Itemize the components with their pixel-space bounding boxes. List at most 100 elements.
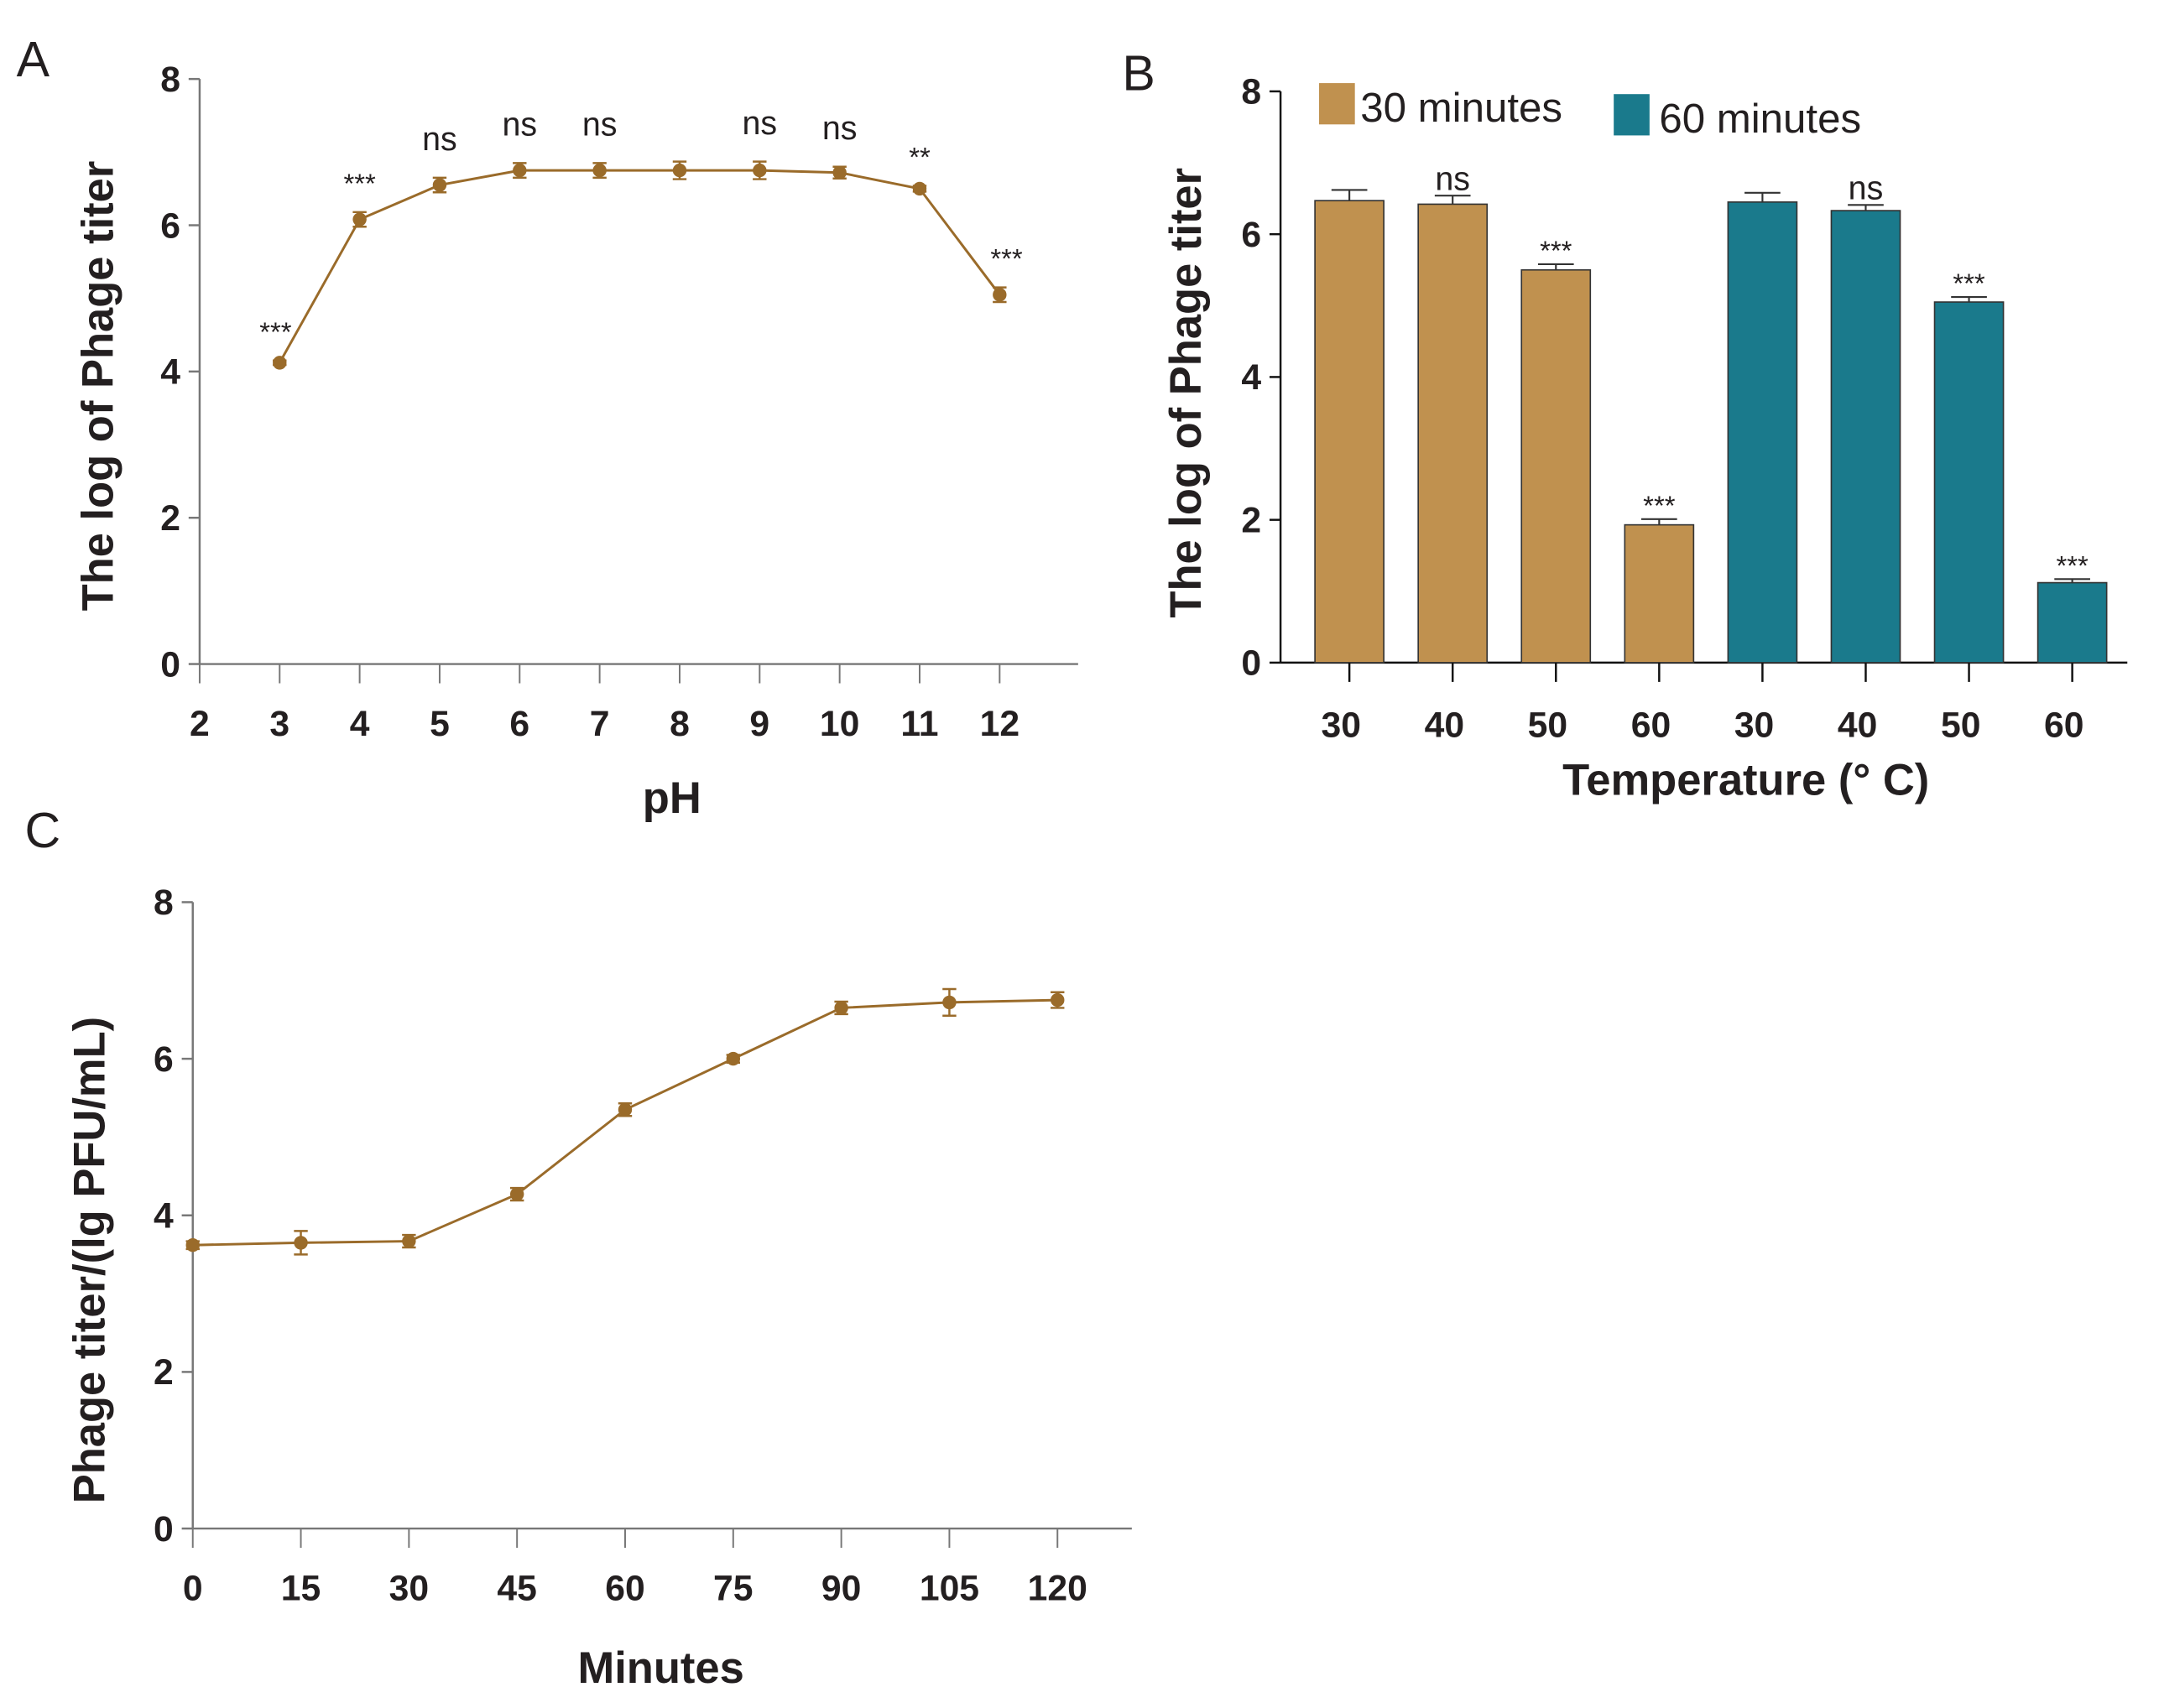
x-tick-label: 0 [183, 1568, 203, 1608]
panel-b-temperature-stability: B 0 2 4 6 8 30 ns 40 *** 50 *** 60 30 ns 40 *** 50 *** 60 T… [1122, 45, 2128, 805]
data-point [726, 1051, 741, 1066]
x-tick-label: 60 [605, 1568, 644, 1608]
y-axis-title: The log of Phage titer [1161, 168, 1211, 618]
x-tick-label: 15 [281, 1568, 321, 1608]
x-tick-label: 5 [430, 704, 450, 744]
bar [1314, 200, 1385, 664]
x-tick-label: 7 [590, 704, 610, 744]
significance-label: ns [582, 107, 618, 143]
panel-c-adsorption-curve: C 0 2 4 6 8 0 15 30 45 60 75 90 105 120 Minutes Phage t… [25, 803, 1132, 1693]
data-point [834, 1001, 848, 1015]
x-tick-label: 4 [350, 704, 370, 744]
data-point [672, 163, 687, 178]
x-axis-title: Minutes [577, 1643, 743, 1693]
data-point [592, 163, 607, 178]
bar [1417, 203, 1489, 664]
data-point [352, 212, 367, 227]
y-tick-label: 6 [160, 206, 180, 246]
y-tick-label: 8 [154, 883, 174, 923]
significance-label: *** [259, 316, 292, 347]
significance-label: *** [1540, 235, 1572, 266]
bar [2036, 581, 2108, 664]
data-point [993, 288, 1007, 302]
data-point [1051, 992, 1065, 1008]
x-tick-label: 2 [190, 704, 210, 744]
legend-swatch-60-minutes [1614, 94, 1650, 136]
x-tick-label: 105 [920, 1568, 979, 1608]
data-point [432, 178, 447, 192]
legend-label-30-minutes: 30 minutes [1360, 85, 1562, 131]
data-point [832, 165, 847, 180]
data-point [753, 163, 767, 178]
bar [1624, 523, 1695, 664]
significance-label: ns [743, 105, 778, 142]
significance-label: *** [2056, 549, 2089, 581]
y-tick-label: 0 [154, 1509, 174, 1549]
significance-label: *** [1953, 268, 1985, 299]
y-tick-label: 6 [1241, 215, 1261, 255]
x-tick-label: 9 [749, 704, 769, 744]
significance-label: ns [1849, 170, 1884, 207]
x-tick-label: 12 [980, 704, 1020, 744]
x-tick-label: 30 [1734, 706, 1774, 746]
panel-label-b: B [1122, 45, 1155, 101]
significance-label: *** [990, 243, 1023, 274]
significance-label: ns [822, 110, 858, 147]
x-tick-label: 10 [820, 704, 859, 744]
y-tick-label: 2 [1241, 500, 1261, 540]
x-tick-label: 75 [713, 1568, 753, 1608]
data-point [294, 1236, 308, 1250]
data-point [513, 163, 527, 178]
y-tick-label: 8 [1241, 72, 1261, 112]
legend-label-60-minutes: 60 minutes [1659, 96, 1861, 142]
bar [1933, 301, 2005, 664]
legend-swatch-30-minutes [1319, 83, 1355, 125]
y-tick-label: 0 [160, 644, 180, 685]
data-point [618, 1102, 633, 1117]
significance-label: *** [343, 168, 376, 199]
bar [1520, 268, 1592, 664]
data-line [278, 169, 1001, 364]
x-tick-label: 50 [1528, 706, 1567, 746]
x-tick-label: 50 [1941, 706, 1980, 746]
x-tick-label: 45 [497, 1568, 536, 1608]
data-point [912, 181, 927, 196]
significance-label: ns [1435, 161, 1470, 198]
panel-label-a: A [17, 32, 50, 87]
y-tick-label: 2 [160, 498, 180, 539]
data-line [192, 998, 1058, 1247]
x-tick-label: 30 [389, 1568, 429, 1608]
significance-label: ns [422, 121, 457, 158]
bar [1830, 210, 1901, 664]
y-tick-label: 0 [1241, 643, 1261, 684]
significance-label: ** [909, 141, 931, 172]
y-tick-label: 6 [154, 1039, 174, 1080]
x-tick-label: 3 [269, 704, 289, 744]
x-tick-label: 6 [509, 704, 529, 744]
x-tick-label: 40 [1838, 706, 1877, 746]
y-tick-label: 4 [160, 352, 180, 393]
y-axis-title: The log of Phage titer [74, 161, 123, 612]
data-point [185, 1238, 200, 1252]
y-tick-label: 2 [154, 1352, 174, 1393]
x-tick-label: 11 [900, 704, 938, 744]
data-point [402, 1234, 416, 1248]
y-tick-label: 4 [1241, 357, 1261, 398]
x-tick-label: 120 [1028, 1568, 1087, 1608]
data-point [509, 1187, 524, 1201]
significance-label: ns [502, 107, 537, 143]
x-tick-label: 60 [1631, 706, 1671, 746]
x-tick-label: 40 [1425, 706, 1464, 746]
x-tick-label: 90 [821, 1568, 861, 1608]
y-axis-title: Phage titer/(lg PFU/mL) [65, 1017, 115, 1503]
data-point [273, 356, 287, 370]
significance-label: *** [1643, 490, 1676, 521]
bar [1727, 201, 1798, 664]
x-tick-label: 30 [1322, 706, 1361, 746]
x-axis-title: pH [643, 773, 701, 823]
panel-label-c: C [25, 803, 61, 858]
x-axis-title: Temperature (° C) [1562, 755, 1929, 805]
x-tick-label: 8 [670, 704, 690, 744]
